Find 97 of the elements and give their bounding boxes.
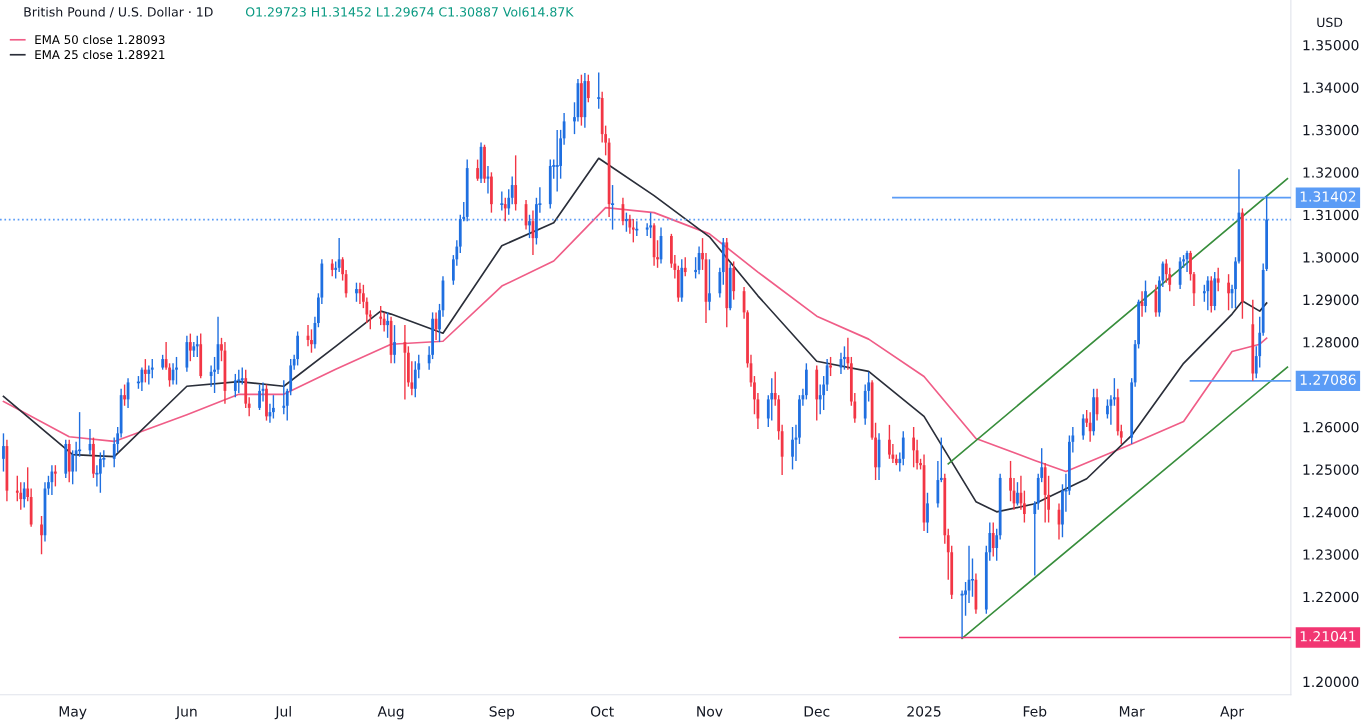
y-tick-label: 1.22000 xyxy=(1303,591,1359,603)
candlestick xyxy=(514,154,518,212)
y-tick-label: 1.32000 xyxy=(1303,167,1359,178)
candlestick xyxy=(382,311,386,333)
candlestick xyxy=(1016,481,1019,507)
candlestick xyxy=(1206,275,1210,311)
y-tick-label: 1.25000 xyxy=(1303,464,1359,475)
y-tick-label: 1.34000 xyxy=(1303,82,1359,93)
y-axis-title: USD xyxy=(1317,17,1343,28)
x-tick-label: Aug xyxy=(377,706,404,720)
candlestick xyxy=(926,492,929,534)
candlestick xyxy=(683,256,687,278)
candlestick xyxy=(175,356,178,386)
candlestick xyxy=(337,237,341,273)
candlestick xyxy=(1081,413,1085,441)
candlestick xyxy=(272,394,275,420)
candlestick xyxy=(1227,273,1230,311)
candlestick xyxy=(40,515,43,556)
candlestick xyxy=(580,74,583,127)
legend-label: EMA 50 close 1.28093 xyxy=(35,34,165,45)
candlestick xyxy=(147,364,151,386)
y-tick-label: 1.31000 xyxy=(1303,209,1359,221)
annotation: O1.29723 H1.31452 L1.29674 C1.30887 Vol614.87K xyxy=(245,6,574,17)
candlestick xyxy=(528,214,531,239)
candlestick xyxy=(386,311,389,339)
y-tick-label: 1.24000 xyxy=(1303,506,1359,518)
candlestick xyxy=(1178,256,1182,290)
candlestick xyxy=(1092,388,1095,437)
line-series xyxy=(2,206,1268,473)
y-tick-label: 1.33000 xyxy=(1303,124,1359,136)
chart-title: British Pound / U.S. Dollar · 1D xyxy=(24,6,213,18)
candlestick xyxy=(258,383,261,411)
candlestick xyxy=(1241,207,1244,320)
candlestick xyxy=(708,258,711,311)
candlestick xyxy=(825,358,829,392)
candlestick xyxy=(310,328,313,354)
candlestick xyxy=(2,432,5,473)
candlestick xyxy=(123,383,126,407)
candlestick xyxy=(898,451,902,473)
candlestick xyxy=(829,356,832,377)
y-tick-label: 1.30000 xyxy=(1303,252,1359,263)
candlestick xyxy=(510,175,514,205)
y-tick-label: 1.20000 xyxy=(1303,676,1359,688)
candlestick xyxy=(92,436,95,479)
candlestick xyxy=(610,184,615,231)
line-series xyxy=(2,157,1268,513)
candlestick xyxy=(503,197,507,222)
data-label: 1.31402 xyxy=(1300,191,1356,202)
candlestick xyxy=(490,171,493,214)
candlestick xyxy=(888,424,891,460)
candlestick xyxy=(98,451,102,494)
candlestick xyxy=(628,214,632,235)
y-tick-label: 1.28000 xyxy=(1303,337,1359,348)
candlestick xyxy=(1144,279,1147,314)
candlestick xyxy=(791,426,794,471)
data-label: 1.27086 xyxy=(1300,374,1356,385)
y-tick-label: 1.23000 xyxy=(1303,549,1359,560)
x-tick-label: Feb xyxy=(1023,705,1047,717)
candlestick xyxy=(843,345,846,371)
candlestick xyxy=(912,426,916,468)
candlestick xyxy=(631,218,635,244)
x-tick-label: Apr xyxy=(1220,706,1245,720)
candlestick xyxy=(296,330,300,367)
legend-label: EMA 25 close 1.28921 xyxy=(35,49,165,60)
candlestick xyxy=(265,383,268,422)
candlestick xyxy=(476,158,479,182)
x-tick-label: Jun xyxy=(175,706,197,720)
candlestick xyxy=(233,373,237,398)
candlestick xyxy=(901,430,905,466)
y-tick-label: 1.29000 xyxy=(1303,294,1359,306)
x-tick-label: Jul xyxy=(274,705,291,720)
candlestick xyxy=(625,211,628,233)
x-tick-label: Sep xyxy=(489,706,515,720)
x-tick-label: Mar xyxy=(1119,706,1145,717)
candlestick xyxy=(586,74,590,103)
x-tick-label: Oct xyxy=(590,706,614,717)
x-tick-label: Nov xyxy=(697,706,723,717)
candlestick xyxy=(732,260,736,301)
data-label: 1.21041 xyxy=(1300,630,1356,642)
candlestick xyxy=(355,281,358,303)
candlestick xyxy=(393,324,396,365)
candlestick xyxy=(649,211,653,239)
candlestick xyxy=(1033,500,1037,577)
x-tick-label: May xyxy=(59,706,87,720)
y-tick-label: 1.26000 xyxy=(1303,421,1359,433)
candlestick xyxy=(1216,267,1220,292)
candlestick xyxy=(507,188,511,216)
candlestick xyxy=(282,379,286,415)
candlestick xyxy=(991,521,995,558)
candlestick xyxy=(188,332,192,362)
candlestick xyxy=(936,460,940,509)
candlestick xyxy=(483,144,486,184)
x-tick-label: Dec xyxy=(804,706,830,717)
y-tick-label: 1.35000 xyxy=(1303,39,1359,51)
candlestick xyxy=(143,358,147,384)
candlestick xyxy=(53,464,57,488)
x-tick-label: 2025 xyxy=(907,706,941,717)
